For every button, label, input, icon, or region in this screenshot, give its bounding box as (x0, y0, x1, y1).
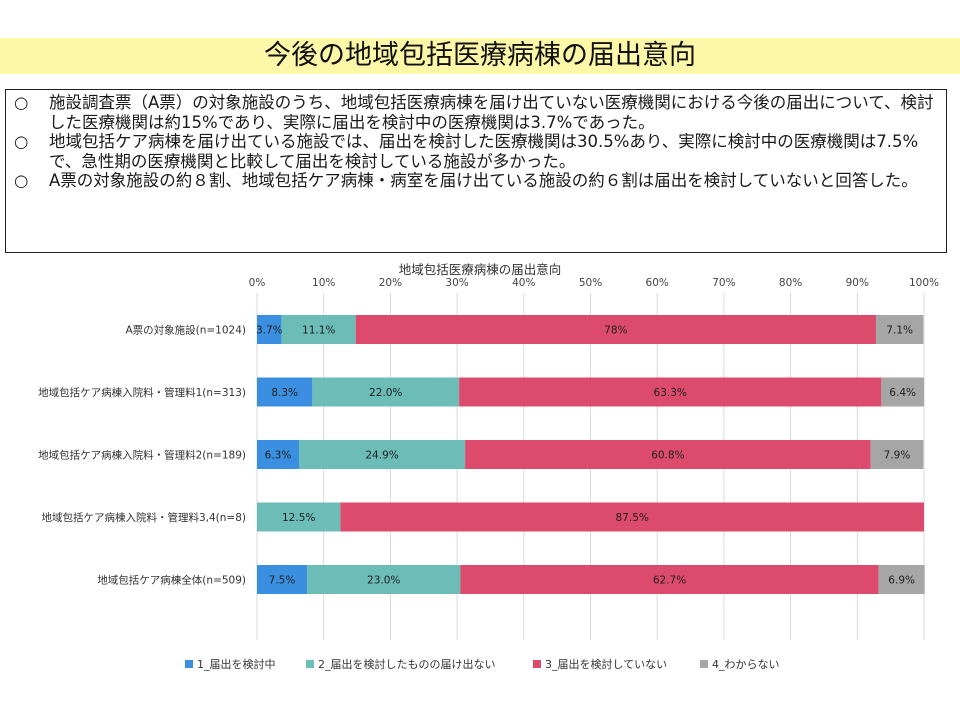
legend-label-1: 1_届出を検討中 (197, 658, 276, 671)
summary-bullet-3: ○ A票の対象施設の約８割、地域包括ケア病棟・病室を届け出ている施設の約６割は届… (14, 171, 936, 191)
data-label: 11.1% (302, 325, 335, 337)
summary-bullet-2: ○ 地域包括ケア病棟を届け出ている施設では、届出を検討した医療機関は30.5%あ… (14, 132, 936, 171)
page-title: 今後の地域包括医療病棟の届出意向 (264, 40, 696, 71)
stacked-bar-chart: 0% 10% 20% 30% 40% 50% 60% 70% 80% 90% 100% A票の対象施設… (38, 277, 939, 640)
category-label: 地域包括ケア病棟入院料・管理料1(n=313) (38, 386, 246, 399)
category-label: 地域包括ケア病棟入院料・管理料3,4(n=8) (41, 511, 246, 524)
x-tick-label: 30% (445, 277, 468, 289)
bar-segment (307, 565, 461, 594)
summary-bullet-1: ○ 施設調査票（A票）の対象施設のうち、地域包括医療病棟を届け出ていない医療機関… (14, 93, 936, 132)
data-label: 7.5% (269, 575, 296, 587)
summary-text-2: 地域包括ケア病棟を届け出ている施設では、届出を検討した医療機関は30.5%あり、… (49, 132, 919, 171)
summary-box: ○ 施設調査票（A票）の対象施設のうち、地域包括医療病棟を届け出ていない医療機関… (5, 89, 947, 253)
data-label: 7.1% (886, 325, 913, 337)
data-label: 6.9% (888, 575, 915, 587)
x-tick-label: 40% (512, 277, 535, 289)
data-label: 22.0% (369, 387, 402, 399)
title-band (0, 38, 960, 74)
legend-swatch-icon (533, 660, 541, 668)
data-label: 87.5% (616, 512, 649, 524)
bullet-circle-icon: ○ (14, 171, 29, 190)
chart-legend: 1_届出を検討中 2_届出を検討したものの届け出ない 3_届出を検討していない … (0, 657, 960, 677)
data-label: 60.8% (651, 450, 684, 462)
bullet-circle-icon: ○ (14, 93, 29, 112)
bar-segment (881, 377, 924, 407)
bar-segment (312, 377, 460, 407)
bar-segment (459, 377, 882, 407)
bar-segment (878, 565, 925, 594)
bar-segment (257, 440, 300, 469)
chart-title: 地域包括医療病棟の届出意向 (398, 262, 562, 277)
legend-item-4: 4_わからない (700, 657, 780, 673)
bar-segment (870, 440, 924, 469)
bar-segment (257, 565, 308, 594)
legend-item-1: 1_届出を検討中 (185, 657, 276, 673)
legend-swatch-icon (185, 660, 193, 668)
category-label: 地域包括ケア病棟入院料・管理料2(n=189) (38, 449, 246, 462)
data-label: 12.5% (282, 512, 315, 524)
legend-label-4: 4_わからない (712, 658, 780, 671)
bar-segment (460, 565, 879, 594)
x-tick-label: 80% (779, 277, 802, 289)
data-label: 24.9% (365, 450, 398, 462)
data-label: 7.9% (884, 450, 911, 462)
data-label: 78% (604, 325, 627, 337)
bar-segment (875, 315, 924, 344)
data-label: 6.4% (889, 387, 916, 399)
x-tick-label: 0% (249, 277, 266, 289)
legend-label-3: 3_届出を検討していない (545, 658, 668, 671)
data-label: 62.7% (653, 575, 686, 587)
legend-swatch-icon (306, 660, 314, 668)
summary-text-3: A票の対象施設の約８割、地域包括ケア病棟・病室を届け出ている施設の約６割は届出を… (49, 171, 918, 190)
data-label: 3.7% (256, 325, 283, 337)
x-tick-label: 50% (579, 277, 602, 289)
category-label: 地域包括ケア病棟全体(n=509) (97, 574, 246, 587)
data-label: 63.3% (654, 387, 687, 399)
bar-segment (257, 502, 341, 532)
bar-segment (355, 315, 876, 344)
bar-segment (257, 377, 313, 407)
x-tick-label: 70% (712, 277, 735, 289)
category-label: A票の対象施設(n=1024) (125, 324, 246, 337)
bar-segment (465, 440, 871, 469)
summary-text-1: 施設調査票（A票）の対象施設のうち、地域包括医療病棟を届け出ていない医療機関にお… (49, 93, 934, 132)
x-tick-label: 20% (379, 277, 402, 289)
x-tick-label: 10% (312, 277, 335, 289)
legend-label-2: 2_届出を検討したものの届け出ない (318, 658, 496, 671)
bullet-circle-icon: ○ (14, 132, 29, 151)
bar-segment (257, 315, 282, 344)
bar-segment (299, 440, 466, 469)
x-tick-label: 90% (846, 277, 869, 289)
legend-item-3: 3_届出を検討していない (533, 657, 667, 673)
legend-item-2: 2_届出を検討したものの届け出ない (306, 657, 496, 673)
legend-swatch-icon (700, 660, 708, 668)
bar-segment (281, 315, 356, 344)
bar-segment (340, 502, 924, 532)
data-label: 23.0% (367, 575, 400, 587)
data-label: 8.3% (271, 387, 298, 399)
data-label: 6.3% (265, 450, 292, 462)
x-tick-label: 100% (909, 277, 939, 289)
x-tick-label: 60% (646, 277, 669, 289)
